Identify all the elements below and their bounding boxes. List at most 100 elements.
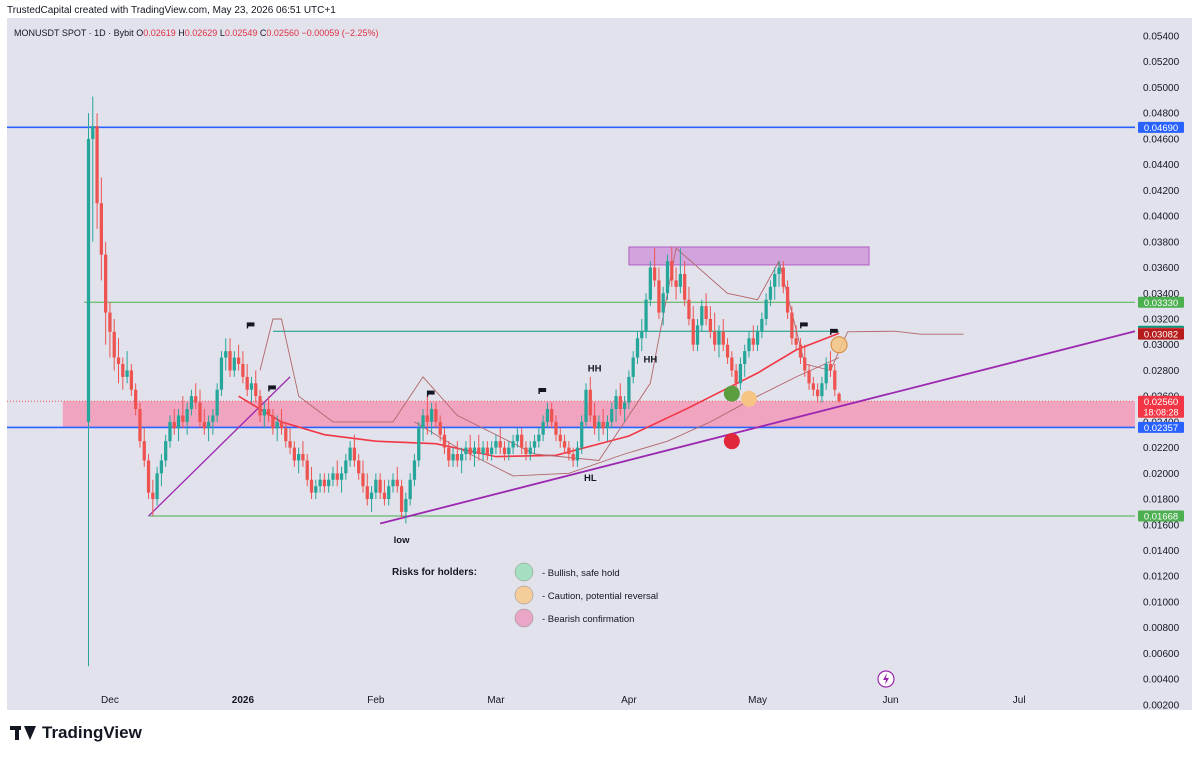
signal-dot-0 [723, 385, 740, 402]
candle-body [399, 486, 404, 512]
candle-body [618, 396, 622, 410]
candle-body [781, 267, 785, 287]
lightning-icon[interactable] [877, 670, 895, 688]
y-tick-label: 0.03000 [1143, 340, 1180, 351]
candle-body [434, 409, 438, 422]
price-tag-bg [1138, 395, 1184, 418]
price-tag-bg [1138, 510, 1184, 522]
candle-body [734, 370, 738, 384]
candle-body [507, 447, 511, 455]
flag-body [830, 328, 838, 333]
candle-body [468, 447, 472, 455]
candle-body [206, 421, 211, 429]
candle-body [601, 421, 605, 429]
candle-body [695, 325, 700, 345]
candle-body [820, 383, 824, 397]
candle-body [683, 273, 687, 300]
candle-body [258, 396, 262, 416]
price-tag-label: 0.02560 [1144, 397, 1178, 408]
candle-body [262, 409, 266, 416]
y-tick-label: 0.01000 [1143, 597, 1180, 608]
candle-body [275, 421, 279, 429]
candle-body [99, 203, 103, 255]
candle-body [828, 364, 833, 371]
brand-label[interactable]: TradingView [42, 723, 142, 742]
flag-body [247, 322, 255, 327]
candle-body [537, 434, 541, 442]
candle-body [404, 499, 408, 512]
price-tag-bg [1138, 328, 1184, 340]
candle-body [640, 331, 644, 339]
candle-body [357, 460, 361, 474]
legend-item-label: - Bearish confirmation [542, 614, 634, 625]
y-tick-label: 0.02200 [1143, 443, 1180, 454]
x-tick-label: Dec [101, 695, 119, 706]
candle-body [429, 409, 434, 422]
candle-body [288, 441, 292, 448]
candle-body [807, 370, 811, 384]
candle-body [327, 479, 331, 487]
y-tick-label: 0.04800 [1143, 109, 1180, 120]
candle-body [176, 415, 181, 429]
candle-body [194, 396, 198, 403]
candle-body [760, 318, 764, 332]
candle-body [743, 351, 747, 364]
candle-body [738, 364, 743, 384]
candle-body [777, 267, 781, 274]
candle-body [567, 447, 571, 455]
candle-body [657, 280, 661, 313]
candle-body [181, 415, 185, 422]
legend-item-label: - Caution, potential reversal [542, 591, 658, 602]
candle-body [790, 312, 794, 339]
candle-body [95, 126, 99, 204]
candle-body [241, 364, 245, 377]
candle-body [425, 415, 429, 422]
close-value: 0.02560 [266, 28, 299, 38]
signal-dot-3 [830, 336, 848, 354]
y-tick-label: 0.03600 [1143, 263, 1180, 274]
y-tick-label: 0.04600 [1143, 134, 1180, 145]
candle-body [511, 441, 515, 448]
price-tag-label: 0.03330 [1144, 298, 1178, 309]
candle-body [116, 357, 121, 364]
price-tag-label: 0.03082 [1144, 330, 1178, 341]
candle-body [369, 492, 374, 500]
flag-marker-icon [246, 322, 255, 329]
candle-body [532, 441, 537, 448]
y-tick-label: 0.04200 [1143, 186, 1180, 197]
low-value: 0.02549 [224, 28, 258, 38]
candle-body [91, 126, 95, 139]
y-tick-label: 0.00800 [1143, 623, 1180, 634]
high-label: H [178, 28, 185, 38]
x-tick-label: Jul [1013, 695, 1026, 706]
candle-body [408, 479, 412, 500]
candle-body [292, 447, 296, 461]
candle-body [112, 331, 116, 358]
high-value: 0.02629 [184, 28, 218, 38]
symbol-name[interactable]: MONUSDT SPOT · 1D · Bybit [14, 28, 134, 38]
candle-body [335, 473, 339, 480]
candle-body [670, 261, 674, 281]
x-tick-label: 2026 [232, 695, 255, 706]
candle-body [631, 357, 635, 377]
y-tick-label: 0.03400 [1143, 289, 1180, 300]
price-tag-bg [1138, 121, 1184, 133]
candle-body [751, 338, 755, 345]
candle-body [610, 409, 614, 422]
x-tick-label: Feb [367, 695, 385, 706]
legend-swatch [514, 585, 534, 605]
candle-body [794, 338, 798, 345]
candle-body [86, 138, 91, 422]
series-upper_band [259, 247, 964, 461]
low-label: L [219, 28, 225, 38]
y-tick-label: 0.00600 [1143, 649, 1180, 660]
y-tick-label: 0.03200 [1143, 314, 1180, 325]
flag-marker-icon [426, 390, 435, 397]
candle-body [155, 473, 159, 500]
y-tick-label: 0.00200 [1143, 700, 1180, 711]
candle-body [331, 473, 335, 480]
candle-body [339, 473, 344, 480]
y-tick-label: 0.02000 [1143, 469, 1180, 480]
candle-body [541, 421, 545, 435]
